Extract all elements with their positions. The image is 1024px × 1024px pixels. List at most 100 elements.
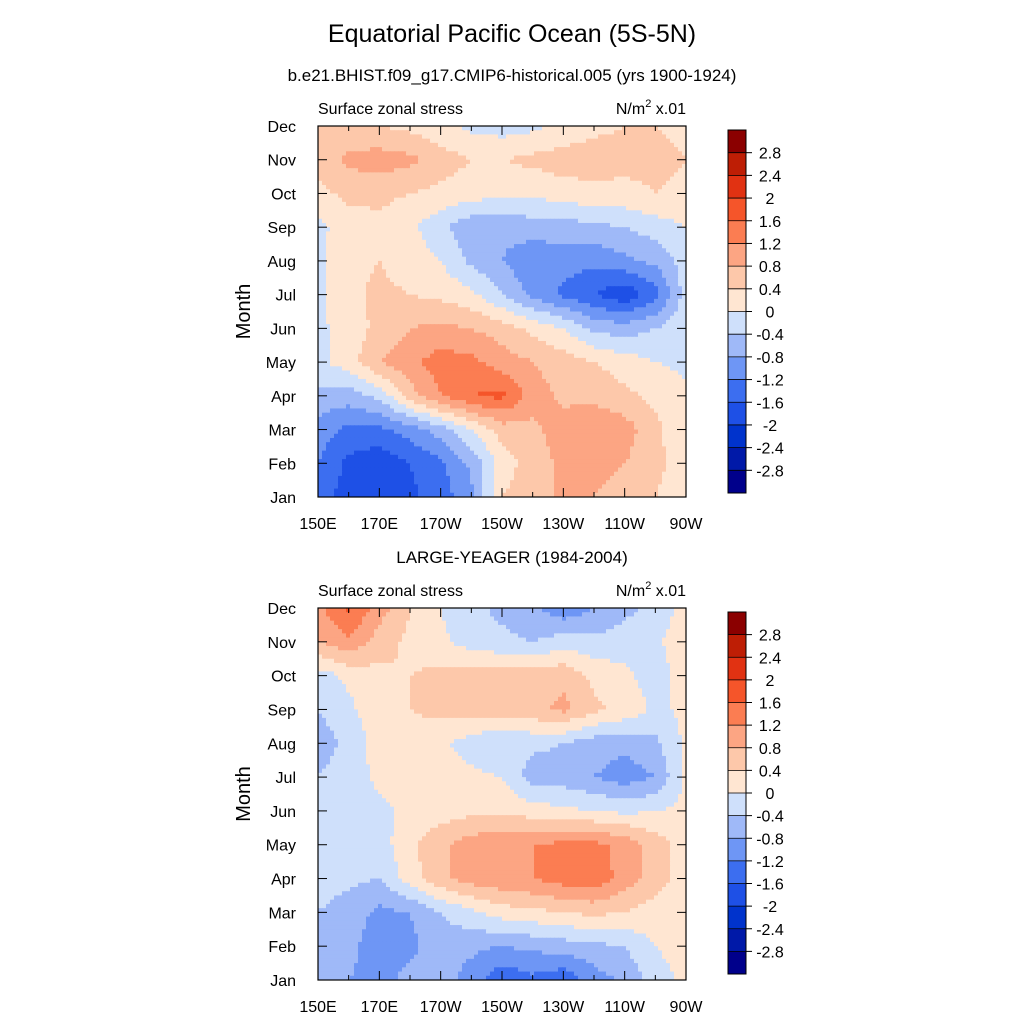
contour-cell <box>558 332 563 338</box>
contour-cell <box>650 138 655 144</box>
contour-cell <box>650 281 655 287</box>
contour-cell <box>354 345 359 351</box>
contour-cell <box>542 277 547 283</box>
contour-cell <box>486 235 491 241</box>
contour-cell <box>502 319 507 325</box>
contour-cell <box>642 176 647 182</box>
contour-cell <box>338 248 343 254</box>
contour-cell <box>370 248 375 254</box>
contour-cell <box>526 180 531 186</box>
contour-cell <box>486 151 491 157</box>
contour-cell <box>650 227 655 232</box>
contour-cell <box>418 260 423 266</box>
contour-cell <box>510 244 515 249</box>
contour-cell <box>678 201 683 207</box>
contour-cell <box>406 130 411 136</box>
contour-cell <box>462 168 467 173</box>
contour-cell <box>450 218 455 224</box>
contour-cell <box>358 307 363 313</box>
contour-cell <box>614 163 619 169</box>
contour-cell <box>346 307 351 313</box>
contour-cell <box>346 168 351 173</box>
contour-cell <box>610 159 615 165</box>
contour-cell <box>414 277 419 283</box>
contour-cell <box>390 298 395 304</box>
contour-cell <box>586 126 591 131</box>
contour-cell <box>366 134 371 140</box>
contour-cell <box>566 210 571 216</box>
contour-cell <box>626 307 631 313</box>
contour-cell <box>378 332 383 338</box>
contour-cell <box>362 286 367 292</box>
contour-cell <box>594 311 599 317</box>
contour-cell <box>470 349 475 355</box>
contour-cell <box>682 281 686 287</box>
contour-cell <box>406 163 411 169</box>
contour-cell <box>526 290 531 296</box>
contour-cell <box>406 142 411 148</box>
contour-cell <box>602 273 607 279</box>
contour-cell <box>538 281 543 287</box>
contour-cell <box>498 138 503 144</box>
contour-cell <box>438 235 443 241</box>
contour-cell <box>390 315 395 321</box>
contour-cell <box>446 227 451 232</box>
contour-cell <box>498 324 503 329</box>
contour-cell <box>330 214 335 220</box>
contour-cell <box>582 294 587 300</box>
contour-cell <box>574 126 579 131</box>
contour-cell <box>446 281 451 287</box>
contour-cell <box>538 311 543 317</box>
contour-cell <box>342 176 347 182</box>
contour-cell <box>470 332 475 338</box>
contour-cell <box>630 163 635 169</box>
contour-cell <box>418 341 423 346</box>
contour-cell <box>490 341 495 346</box>
contour-cell <box>390 218 395 224</box>
contour-cell <box>370 336 375 342</box>
contour-cell <box>318 189 323 195</box>
contour-cell <box>446 252 451 258</box>
contour-cell <box>614 130 619 136</box>
contour-cell <box>326 294 331 300</box>
contour-cell <box>562 235 567 241</box>
contour-cell <box>478 176 483 182</box>
contour-cell <box>566 319 571 325</box>
contour-cell <box>622 324 627 329</box>
contour-cell <box>590 298 595 304</box>
contour-cell <box>666 222 671 228</box>
contour-cell <box>610 138 615 144</box>
contour-cell <box>630 286 635 292</box>
contour-cell <box>658 332 663 338</box>
contour-cell <box>458 180 463 186</box>
contour-cell <box>526 130 531 136</box>
contour-cell <box>494 281 499 287</box>
contour-cell <box>546 332 551 338</box>
contour-cell <box>542 142 547 148</box>
contour-cell <box>546 134 551 140</box>
contour-cell <box>498 206 503 211</box>
contour-cell <box>626 252 631 258</box>
contour-cell <box>566 311 571 317</box>
contour-cell <box>398 315 403 321</box>
contour-cell <box>326 341 331 346</box>
contour-cell <box>458 172 463 178</box>
contour-cell <box>466 341 471 346</box>
contour-cell <box>586 222 591 228</box>
contour-cell <box>606 303 611 308</box>
contour-cell <box>454 260 459 266</box>
contour-cell <box>406 277 411 283</box>
contour-cell <box>562 269 567 275</box>
contour-cell <box>462 235 467 241</box>
contour-cell <box>414 303 419 308</box>
contour-cell <box>542 210 547 216</box>
contour-cell <box>634 201 639 207</box>
contour-cell <box>682 260 686 266</box>
contour-cell <box>358 281 363 287</box>
contour-cell <box>438 180 443 186</box>
contour-cell <box>402 134 407 140</box>
contour-cell <box>506 273 511 279</box>
contour-cell <box>594 328 599 334</box>
contour-cell <box>478 260 483 266</box>
contour-cell <box>410 222 415 228</box>
